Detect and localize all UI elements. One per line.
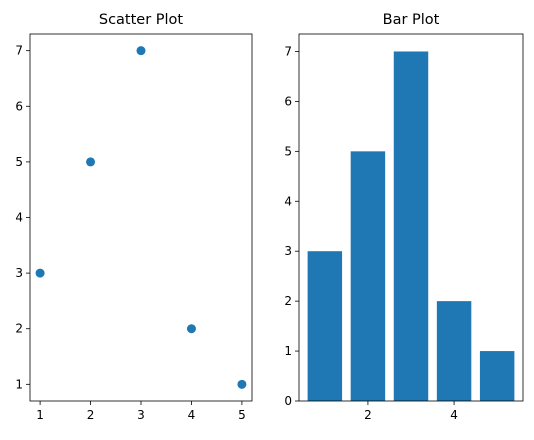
scatter-point-3: [186, 324, 196, 334]
scatter-x-tick-label-2: 3: [137, 408, 145, 422]
bar-y-tick-label-6: 6: [284, 94, 292, 108]
scatter-panel: Scatter Plot 1 2 3 4 5 1 2 3 4 5 6 7: [15, 12, 253, 422]
scatter-point-0: [35, 268, 45, 278]
scatter-y-tick-label-4: 5: [15, 155, 23, 169]
bar-title: Bar Plot: [383, 12, 440, 28]
bar-mark-4: [479, 351, 515, 401]
scatter-x-tick-label-0: 1: [36, 408, 44, 422]
scatter-y-tick-label-2: 3: [15, 266, 23, 280]
scatter-y-tick-label-0: 1: [15, 377, 23, 391]
bar-mark-2: [393, 51, 429, 401]
scatter-x-tick-label-1: 2: [87, 408, 95, 422]
bar-y-tick-label-4: 4: [284, 194, 292, 208]
scatter-x-tick-label-3: 4: [188, 408, 196, 422]
bar-mark-1: [350, 151, 386, 401]
scatter-point-2: [136, 46, 146, 56]
bar-y-tick-label-2: 2: [284, 294, 292, 308]
bar-mark-0: [307, 251, 343, 401]
bar-x-tick-label-0: 2: [364, 408, 372, 422]
bar-y-tick-label-0: 0: [284, 394, 292, 408]
bar-y-tick-label-7: 7: [284, 44, 292, 58]
bar-x-tick-label-1: 4: [450, 408, 458, 422]
bar-mark-3: [436, 301, 472, 401]
bar-panel: Bar Plot 2 4 0 1 2 3 4 5 6 7: [284, 12, 524, 422]
bar-y-tick-label-5: 5: [284, 144, 292, 158]
bar-y-tick-label-1: 1: [284, 344, 292, 358]
bar-y-tick-label-3: 3: [284, 244, 292, 258]
scatter-title: Scatter Plot: [99, 12, 184, 28]
scatter-point-4: [237, 379, 247, 389]
scatter-y-tick-label-6: 7: [15, 44, 23, 58]
scatter-y-tick-label-1: 2: [15, 322, 23, 336]
scatter-axes-frame: [29, 33, 253, 402]
scatter-y-tick-label-5: 6: [15, 99, 23, 113]
bar-axes-frame: [298, 33, 524, 402]
scatter-point-1: [86, 157, 96, 167]
scatter-x-tick-label-4: 5: [238, 408, 246, 422]
scatter-y-tick-label-3: 4: [15, 211, 23, 225]
